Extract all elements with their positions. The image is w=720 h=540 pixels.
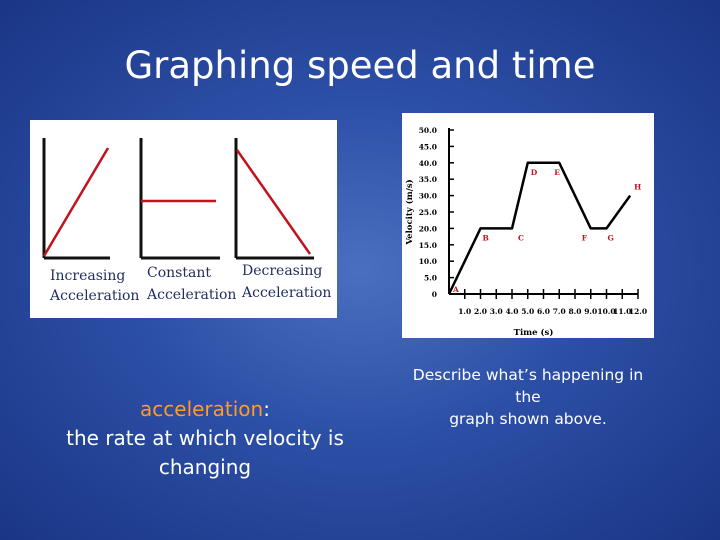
definition-text: acceleration: the rate at which velocity… [40, 395, 370, 482]
describe-prompt-line2: graph shown above. [449, 410, 607, 428]
x-tick-label: 1.0 [458, 307, 471, 316]
y-tick-label: 40.0 [419, 159, 437, 168]
velocity-series-line [447, 161, 632, 295]
definition-colon: : [263, 397, 270, 421]
definition-body-line2: changing [158, 455, 252, 479]
y-tick-label: 50.0 [419, 126, 437, 135]
decreasing-graph: Decreasing Acceleration [234, 138, 331, 301]
constant-label-line2: Acceleration [146, 287, 236, 303]
point-label: F [582, 233, 588, 242]
x-axis-label: Time (s) [514, 327, 554, 338]
x-tick-label: 9.0 [584, 307, 597, 316]
y-tick-label: 15.0 [419, 241, 437, 250]
definition-term: acceleration [140, 397, 264, 421]
y-tick-label: 0 [432, 290, 437, 299]
increasing-label-line1: Increasing [50, 268, 125, 284]
x-tick-label: 3.0 [490, 307, 503, 316]
y-tick-label: 5.0 [424, 274, 437, 283]
decreasing-label-line2: Acceleration [241, 285, 331, 301]
point-label: E [554, 168, 560, 177]
y-tick-label: 45.0 [419, 142, 437, 151]
describe-prompt-line1: Describe what’s happening in the [412, 366, 644, 406]
x-tick-label: 10.0 [597, 307, 615, 316]
acceleration-types-figure: Increasing Acceleration Constant Acceler… [30, 120, 337, 318]
point-label: H [634, 183, 641, 192]
point-label: B [483, 233, 489, 242]
describe-prompt: Describe what’s happening in the graph s… [398, 364, 658, 430]
definition-body-line1: the rate at which velocity is [66, 426, 344, 450]
x-tick-label: 8.0 [568, 307, 581, 316]
increasing-line [42, 147, 110, 257]
x-tick-label: 7.0 [553, 307, 566, 316]
y-axis-label: Velocity (m/s) [404, 179, 415, 245]
increasing-label-line2: Acceleration [49, 288, 139, 304]
definition-term-line: acceleration: [40, 395, 370, 424]
x-tick-label: 6.0 [537, 307, 550, 316]
decreasing-label-line1: Decreasing [242, 263, 322, 279]
point-label: A [452, 285, 459, 294]
x-tick-label: 2.0 [474, 307, 487, 316]
y-tick-label: 25.0 [419, 208, 437, 217]
point-label: G [608, 233, 614, 242]
y-tick-label: 30.0 [419, 192, 437, 201]
y-tick-label: 10.0 [419, 257, 437, 266]
constant-label-line1: Constant [147, 265, 211, 281]
increasing-graph: Increasing Acceleration [42, 138, 139, 304]
x-tick-label: 12.0 [629, 307, 647, 316]
y-tick-label: 35.0 [419, 175, 437, 184]
y-tick-label: 20.0 [419, 224, 437, 233]
constant-graph: Constant Acceleration [139, 138, 236, 303]
x-tick-label: 5.0 [521, 307, 534, 316]
x-tick-label: 11.0 [613, 307, 631, 316]
decreasing-line [235, 149, 312, 255]
slide-title: Graphing speed and time [124, 44, 596, 87]
point-label: C [518, 233, 524, 242]
x-tick-label: 4.0 [505, 307, 518, 316]
point-label: D [531, 168, 538, 177]
velocity-time-chart: 0 5.0 10.0 15.0 20.0 25.0 30.0 35.0 40.0 45.0 50.0… [402, 113, 654, 338]
